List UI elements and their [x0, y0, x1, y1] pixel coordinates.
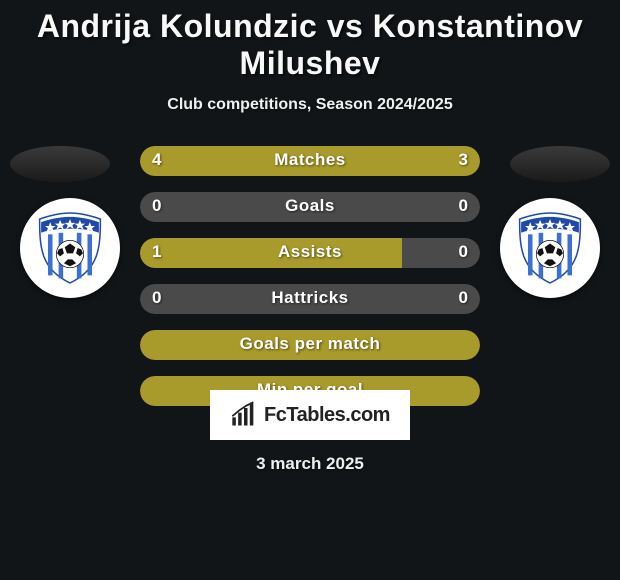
player-left-photo [10, 146, 110, 182]
stat-value-left: 0 [152, 288, 161, 308]
stat-value-left: 0 [152, 196, 161, 216]
stat-row: Assists1 0 [140, 238, 480, 268]
player-right-photo [510, 146, 610, 182]
stat-label: Hattricks [140, 288, 480, 308]
stat-row: Goals0 0 [140, 192, 480, 222]
stat-value-left: 1 [152, 242, 161, 262]
club-shield-icon [32, 209, 108, 287]
stat-label: Assists [140, 242, 480, 262]
stat-row: Goals per match [140, 330, 480, 360]
stats-bars: Matches43Goals00Assists10Hattricks00Goal… [140, 146, 480, 422]
player-right-club-badge [500, 198, 600, 298]
watermark-text: FcTables.com [264, 404, 390, 427]
stat-label: Goals [140, 196, 480, 216]
subtitle: Club competitions, Season 2024/2025 [0, 96, 620, 114]
club-shield-icon [512, 209, 588, 287]
stat-label: Goals per match [140, 334, 480, 354]
stat-row: Matches4 3 [140, 146, 480, 176]
stat-value-left: 4 [152, 150, 161, 170]
stat-row: Hattricks0 0 [140, 284, 480, 314]
stat-value-right: 3 [459, 150, 468, 170]
page-title: Andrija Kolundzic vs Konstantinov Milush… [0, 0, 620, 82]
stat-label: Matches [140, 150, 480, 170]
date-text: 3 march 2025 [0, 454, 620, 474]
stat-value-right: 0 [459, 242, 468, 262]
watermark: FcTables.com [210, 390, 410, 440]
stat-value-right: 0 [459, 288, 468, 308]
stat-value-right: 0 [459, 196, 468, 216]
chart-icon [230, 401, 258, 429]
player-left-club-badge [20, 198, 120, 298]
